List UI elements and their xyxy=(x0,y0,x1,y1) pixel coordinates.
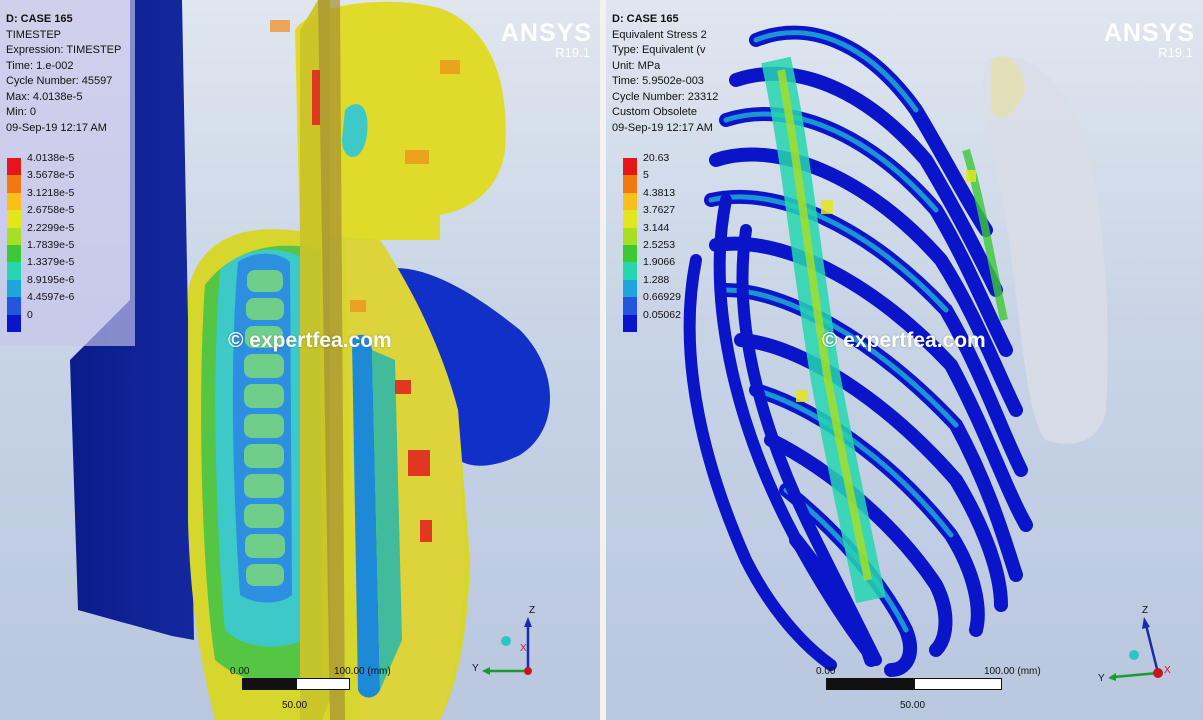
ansys-logo: ANSYS R19.1 xyxy=(1104,20,1195,60)
axis-x-label: X xyxy=(520,643,527,654)
legend-label: 0.66929 xyxy=(643,291,681,304)
axis-y-label: Y xyxy=(472,663,479,674)
legend-label: 3.144 xyxy=(643,221,670,234)
legend-swatch xyxy=(623,192,637,211)
legend-label: 4.4597e-6 xyxy=(27,291,75,304)
scale-end: 100.00 (mm) xyxy=(984,666,1041,677)
scale-end: 100.00 (mm) xyxy=(334,666,391,677)
watermark: © expertfea.com xyxy=(822,329,986,352)
legend-swatch xyxy=(7,192,21,211)
time-value: Time: 5.9502e-003 xyxy=(612,75,704,87)
expression: Expression: TIMESTEP xyxy=(6,44,122,56)
legend-label: 8.9195e-6 xyxy=(27,273,75,286)
legend-swatch xyxy=(7,314,21,332)
watermark: © expertfea.com xyxy=(228,329,392,352)
cycle-number: Cycle Number: 23312 xyxy=(612,90,719,103)
rib-cage xyxy=(683,25,1033,677)
brand-version: R19.1 xyxy=(1158,45,1193,60)
legend-label: 1.7839e-5 xyxy=(27,238,75,251)
legend-label: 4.3813 xyxy=(643,186,676,199)
legend-swatch xyxy=(623,244,637,263)
legend-label: 3.5678e-5 xyxy=(27,169,75,182)
legend-swatch xyxy=(7,210,21,228)
legend-swatch xyxy=(623,297,637,315)
time-value: Time: 1.e-002 xyxy=(6,59,74,72)
ribcage-model xyxy=(683,25,1108,677)
legend-label: 0 xyxy=(27,308,33,321)
legend-swatch xyxy=(623,158,637,176)
legend-label: 1.288 xyxy=(643,273,670,286)
pane-divider[interactable] xyxy=(600,0,606,720)
legend-swatch xyxy=(623,262,637,280)
legend-swatch xyxy=(7,262,21,280)
scale-start: 0.00 xyxy=(816,666,836,677)
case-title: D: CASE 165 xyxy=(612,13,679,25)
result-name: Equivalent Stress 2 xyxy=(612,28,707,41)
legend-swatch xyxy=(7,297,21,315)
brand-name: ANSYS xyxy=(1103,19,1195,47)
legend-swatch xyxy=(7,175,21,193)
legend-swatch xyxy=(7,279,21,298)
result-info: D: CASE 165 TIMESTEP Expression: TIMESTE… xyxy=(6,12,121,136)
legend-swatch xyxy=(623,279,637,298)
scale-bar: 0.00 100.00 (mm) 50.00 xyxy=(230,666,400,716)
legend-label: 2.5253 xyxy=(643,238,676,251)
result-info: D: CASE 165 Equivalent Stress 2 Type: Eq… xyxy=(612,12,718,136)
legend-label: 1.9066 xyxy=(643,256,676,269)
axis-z-label: Z xyxy=(529,605,536,616)
timestamp: 09-Sep-19 12:17 AM xyxy=(612,121,713,134)
legend-swatch xyxy=(7,227,21,245)
cycle-number: Cycle Number: 45597 xyxy=(6,75,113,87)
legend-label: 20.63 xyxy=(643,152,670,164)
legend-label: 2.2299e-5 xyxy=(27,221,75,234)
axis-triad[interactable]: Z Y X xyxy=(472,605,542,685)
scale-bar: 0.00 100.00 (mm) 50.00 xyxy=(816,666,1046,716)
scale-start: 0.00 xyxy=(230,666,250,677)
max-value: Max: 4.0138e-5 xyxy=(6,90,83,103)
unit: Unit: MPa xyxy=(612,59,661,72)
legend-swatch xyxy=(623,210,637,228)
axis-y-label: Y xyxy=(1098,673,1105,684)
legend-swatch xyxy=(7,158,21,176)
legend-swatch xyxy=(623,175,637,193)
legend-label: 2.6758e-5 xyxy=(27,204,75,217)
scale-mid: 50.00 xyxy=(282,700,308,711)
legend-label: 3.1218e-5 xyxy=(27,186,75,199)
axis-z-label: Z xyxy=(1142,605,1149,616)
result-name: TIMESTEP xyxy=(6,28,62,41)
result-type: Type: Equivalent (v xyxy=(612,44,706,56)
legend-label: 4.0138e-5 xyxy=(27,152,75,164)
legend-panel xyxy=(0,0,135,346)
min-value: Min: 0 xyxy=(6,106,36,118)
legend-label: 3.7627 xyxy=(643,204,676,217)
case-title: D: CASE 165 xyxy=(6,13,73,25)
axis-triad[interactable]: Z Y X xyxy=(1096,605,1176,690)
timestamp: 09-Sep-19 12:17 AM xyxy=(6,121,107,134)
legend-label: 0.05062 xyxy=(643,308,681,321)
left-viewport[interactable]: D: CASE 165 TIMESTEP Expression: TIMESTE… xyxy=(0,0,600,720)
torso-model xyxy=(70,0,550,720)
brand-name: ANSYS xyxy=(500,19,592,47)
legend-label: 1.3379e-5 xyxy=(27,256,75,269)
translucent-shoulder xyxy=(983,56,1108,444)
right-viewport[interactable]: D: CASE 165 Equivalent Stress 2 Type: Eq… xyxy=(606,0,1203,720)
legend-label: 5 xyxy=(643,169,649,182)
legend-swatch xyxy=(623,314,637,332)
legend-swatch xyxy=(623,227,637,245)
brand-version: R19.1 xyxy=(555,45,590,60)
legend-swatch xyxy=(7,244,21,263)
scale-mid: 50.00 xyxy=(900,700,926,711)
axis-x-label: X xyxy=(1164,665,1171,676)
custom-obsolete: Custom Obsolete xyxy=(612,106,697,118)
ansys-logo: ANSYS R19.1 xyxy=(501,20,592,60)
